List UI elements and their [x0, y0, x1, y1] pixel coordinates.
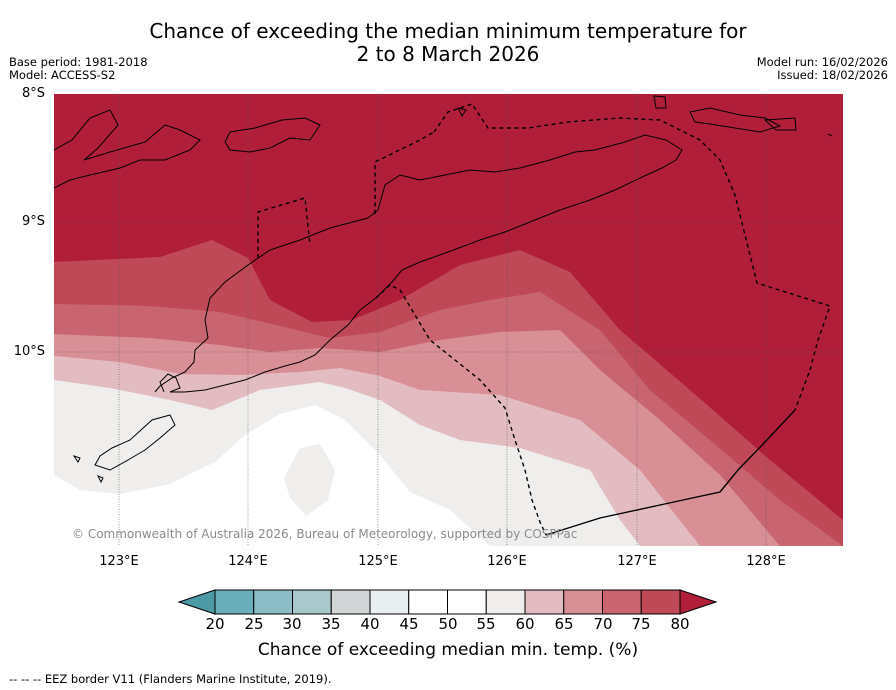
cbar-segment-b55_60	[485, 589, 526, 615]
lon-label-124e: 124°E	[228, 554, 268, 569]
colorbar-title: Chance of exceeding median min. temp. (%…	[257, 640, 639, 660]
band-50-55	[54, 405, 490, 546]
coastline-islet-2	[827, 133, 833, 137]
cbar-tick-20: 20	[205, 615, 225, 633]
copyright-notice: © Commonwealth of Australia 2026, Bureau…	[72, 527, 578, 541]
cbar-segment-b35_40	[330, 589, 371, 615]
probability-field	[54, 94, 843, 546]
lat-label-8s: 8°S	[21, 86, 45, 101]
cbar-tick-40: 40	[360, 615, 380, 633]
lon-label-125e: 125°E	[358, 554, 398, 569]
cbar-extend-high	[679, 589, 718, 615]
cbar-tick-25: 25	[244, 615, 264, 633]
coastline-islet-3	[457, 107, 467, 117]
eez-legend-note: -- -- -- EEZ border V11 (Flanders Marine…	[9, 672, 332, 686]
coastline-sawu	[72, 455, 81, 463]
title-line-2: 2 to 8 March 2026	[356, 42, 540, 66]
cbar-tick-50: 50	[438, 615, 458, 633]
metadata-left: Base period: 1981-2018 Model: ACCESS-S2	[9, 56, 148, 82]
cbar-tick-80: 80	[670, 615, 690, 633]
seabed-boundary	[545, 409, 796, 536]
cbar-extend-low	[177, 589, 216, 615]
lon-label-128e: 128°E	[746, 554, 786, 569]
cbar-segment-b20_25	[214, 589, 255, 615]
coastline-wetar	[689, 107, 782, 133]
coastline-alor	[224, 117, 321, 153]
cbar-segment-b50_55	[447, 589, 487, 615]
lon-label-126e: 126°E	[487, 554, 527, 569]
metadata-right: Model run: 16/02/2026 Issued: 18/02/2026	[757, 56, 888, 82]
lat-label-10s: 10°S	[13, 344, 45, 359]
cbar-tick-30: 30	[282, 615, 302, 633]
band-55-inner	[284, 444, 335, 516]
coastline-timor-tip	[159, 373, 181, 393]
cbar-tick-60: 60	[515, 615, 535, 633]
graticule	[54, 94, 843, 546]
coastline-ndana	[96, 475, 104, 484]
cbar-segment-b45_50	[408, 589, 448, 615]
coastline-timor-south	[170, 297, 377, 393]
coastline-wetar-b	[763, 117, 797, 131]
coastline-timor-north	[154, 134, 683, 393]
cbar-segment-b60_65	[524, 589, 565, 615]
eez-borders	[257, 103, 831, 536]
lon-label-127e: 127°E	[617, 554, 657, 569]
cbar-segment-b65_70	[563, 589, 603, 615]
model-run: Model run: 16/02/2026	[756, 55, 888, 69]
title-line-1: Chance of exceeding the median minimum t…	[149, 19, 747, 43]
lon-label-123e: 123°E	[99, 554, 139, 569]
coastline-flores-east	[54, 109, 201, 189]
cbar-segment-b40_45	[369, 589, 410, 615]
cbar-tick-35: 35	[321, 615, 341, 633]
cbar-tick-65: 65	[554, 615, 574, 633]
cbar-tick-75: 75	[631, 615, 651, 633]
cbar-segment-b75_80	[640, 589, 681, 615]
eez-border-atauro	[374, 131, 435, 214]
cbar-segment-b70_75	[602, 589, 642, 615]
lat-label-9s: 9°S	[21, 214, 45, 229]
coastlines	[54, 95, 833, 484]
model-name: Model: ACCESS-S2	[9, 68, 116, 82]
cbar-segment-b30_35	[292, 589, 332, 615]
eez-border-timor-leste	[433, 103, 831, 411]
issued-date: Issued: 18/02/2026	[777, 68, 888, 82]
eez-border-oecusse	[257, 197, 311, 258]
coastline-islet-1	[653, 95, 667, 109]
cbar-tick-55: 55	[476, 615, 496, 633]
base-period: Base period: 1981-2018	[9, 55, 148, 69]
cbar-segment-b25_30	[253, 589, 293, 615]
cbar-tick-70: 70	[593, 615, 613, 633]
cbar-tick-45: 45	[399, 615, 419, 633]
coastline-rote	[94, 414, 176, 471]
map-title: Chance of exceeding the median minimum t…	[0, 20, 896, 66]
eez-border-west	[375, 284, 547, 536]
